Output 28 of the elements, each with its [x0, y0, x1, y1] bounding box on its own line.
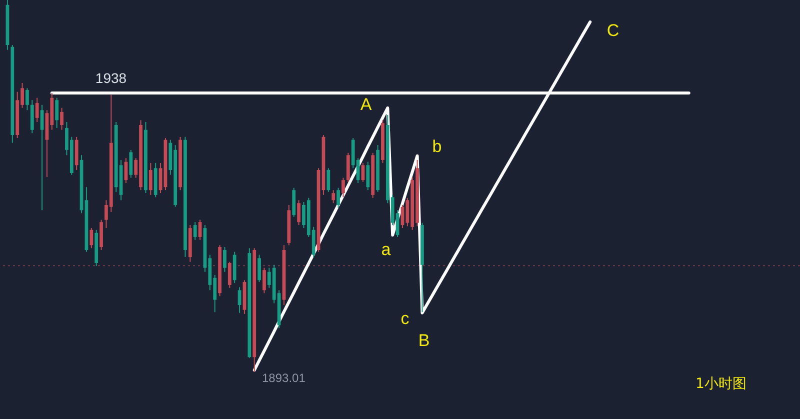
candlestick — [60, 107, 64, 130]
candlestick — [228, 261, 232, 288]
candlestick — [336, 187, 340, 208]
candlestick — [40, 104, 44, 211]
candlestick — [332, 190, 336, 204]
candlestick — [262, 267, 266, 294]
candlestick — [326, 168, 330, 192]
candlestick — [35, 97, 39, 123]
annotation: c — [400, 309, 410, 328]
candlestick — [366, 161, 370, 191]
annotation: b — [432, 137, 442, 156]
candlestick — [223, 246, 226, 272]
text: 1小时图 — [696, 376, 746, 392]
annotation: 1893.01 — [262, 371, 306, 385]
candlestick — [258, 254, 261, 282]
candlestick — [129, 149, 133, 178]
annotation: C — [606, 21, 620, 40]
candlestick — [148, 162, 152, 196]
candlestick — [342, 177, 345, 198]
annotation: 1938 — [95, 70, 127, 86]
candlestick — [297, 200, 300, 226]
candlestick — [26, 88, 29, 111]
annotation: A — [360, 95, 372, 114]
annotation: a — [381, 240, 392, 259]
candlestick — [193, 222, 197, 240]
candlestick — [90, 228, 94, 249]
candlestick — [55, 97, 59, 128]
annotation: B — [418, 331, 430, 350]
